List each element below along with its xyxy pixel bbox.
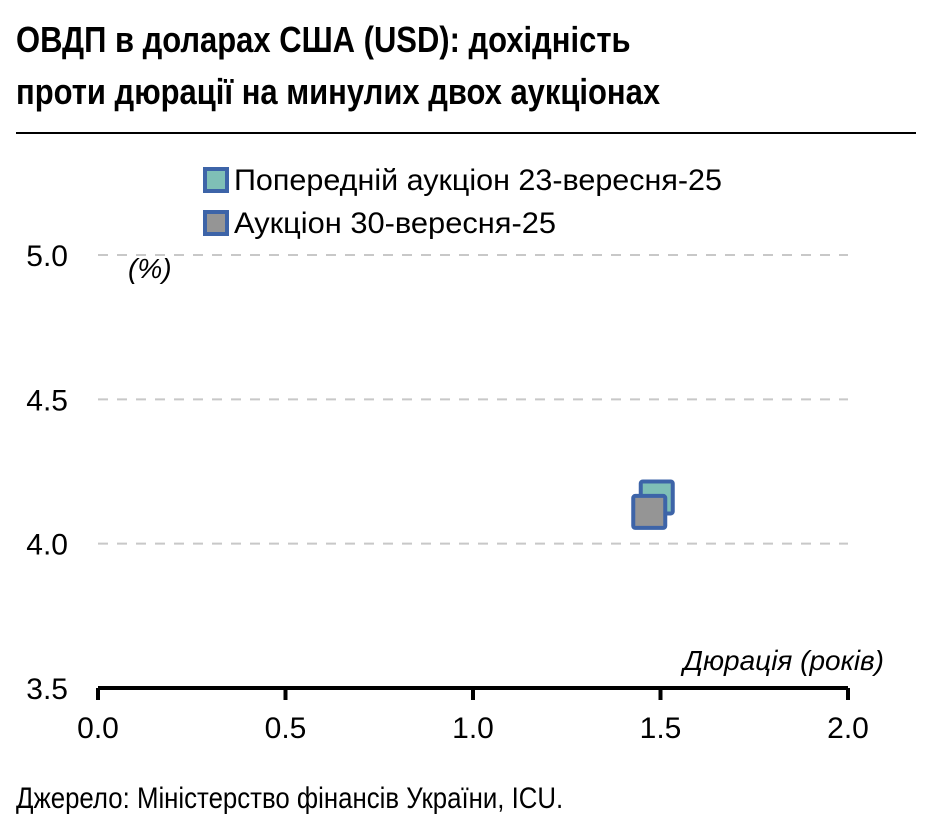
title-line-2: проти дюрації на минулих двох аукціонах [16,71,661,112]
x-tick-label: 1.0 [452,712,494,745]
x-tick-label: 1.5 [640,712,682,745]
y-axis-label: (%) [128,253,172,284]
title-line-1: ОВДП в доларах США (USD): дохідність [16,19,631,60]
x-tick-label: 0.0 [77,712,119,745]
chart-title: ОВДП в доларах США (USD): дохідність про… [16,14,660,118]
legend-marker-icon [203,210,229,236]
x-tick-label: 0.5 [265,712,307,745]
legend-label: Аукціон 30-вересня-25 [234,207,556,240]
y-tick-label: 4.0 [26,529,68,562]
legend-marker-icon [203,167,229,193]
y-tick-label: 3.5 [26,673,68,706]
legend-label: Попередній аукціон 23-вересня-25 [234,164,722,197]
y-tick-label: 5.0 [26,240,68,273]
data-point-current-auction [631,493,668,530]
y-tick-label: 4.5 [26,384,68,417]
source-note: Джерело: Міністерство фінансів України, … [16,782,564,815]
x-tick-label: 2.0 [827,712,869,745]
x-axis-label: Дюрація (років) [680,645,884,676]
title-rule [16,132,916,134]
